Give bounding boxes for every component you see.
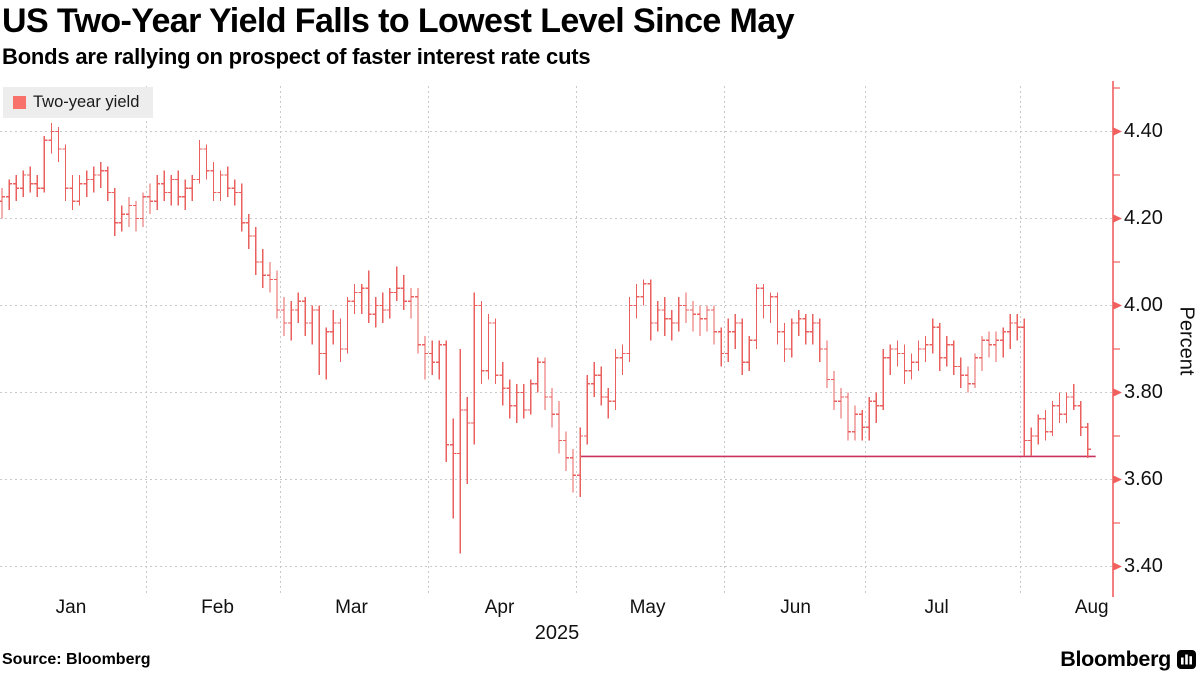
y-major-tick-arrow xyxy=(1113,214,1122,223)
y-major-tick-arrow xyxy=(1113,127,1122,136)
x-tick-label: Apr xyxy=(484,597,515,618)
legend: Two-year yield xyxy=(3,87,154,118)
y-tick-label: 4.40 xyxy=(1124,120,1163,142)
legend-label: Two-year yield xyxy=(33,93,140,111)
x-tick-label: Jan xyxy=(55,597,87,618)
y-tick-label: 3.80 xyxy=(1124,381,1163,403)
legend-swatch-icon xyxy=(13,96,26,109)
x-tick-label: Jun xyxy=(780,597,811,618)
x-tick-label: Feb xyxy=(201,597,234,618)
y-tick-label: 3.40 xyxy=(1124,555,1163,577)
bloomberg-logo: Bloomberg xyxy=(1060,647,1196,672)
y-major-tick-arrow xyxy=(1113,562,1122,571)
y-tick-label: 4.20 xyxy=(1124,207,1163,229)
y-major-tick-arrow xyxy=(1113,475,1122,484)
x-tick-label: May xyxy=(629,597,666,618)
x-tick-label: Mar xyxy=(335,597,368,618)
y-major-tick-arrow xyxy=(1113,388,1122,397)
y-axis-title: Percent xyxy=(1175,306,1198,376)
y-tick-label: 4.00 xyxy=(1124,294,1163,316)
headline: US Two-Year Yield Falls to Lowest Level … xyxy=(2,2,795,40)
x-axis-year-label: 2025 xyxy=(534,622,580,644)
x-tick-label: Aug xyxy=(1074,597,1109,618)
y-tick-label: 3.60 xyxy=(1124,468,1163,490)
source-note: Source: Bloomberg xyxy=(2,651,151,668)
subtitle: Bonds are rallying on prospect of faster… xyxy=(2,44,591,69)
bloomberg-logo-text: Bloomberg xyxy=(1060,647,1171,671)
ohlc-bars xyxy=(0,122,1091,554)
x-tick-label: Jul xyxy=(924,597,949,618)
y-major-tick-arrow xyxy=(1113,301,1122,310)
bloomberg-terminal-icon xyxy=(1177,650,1196,669)
